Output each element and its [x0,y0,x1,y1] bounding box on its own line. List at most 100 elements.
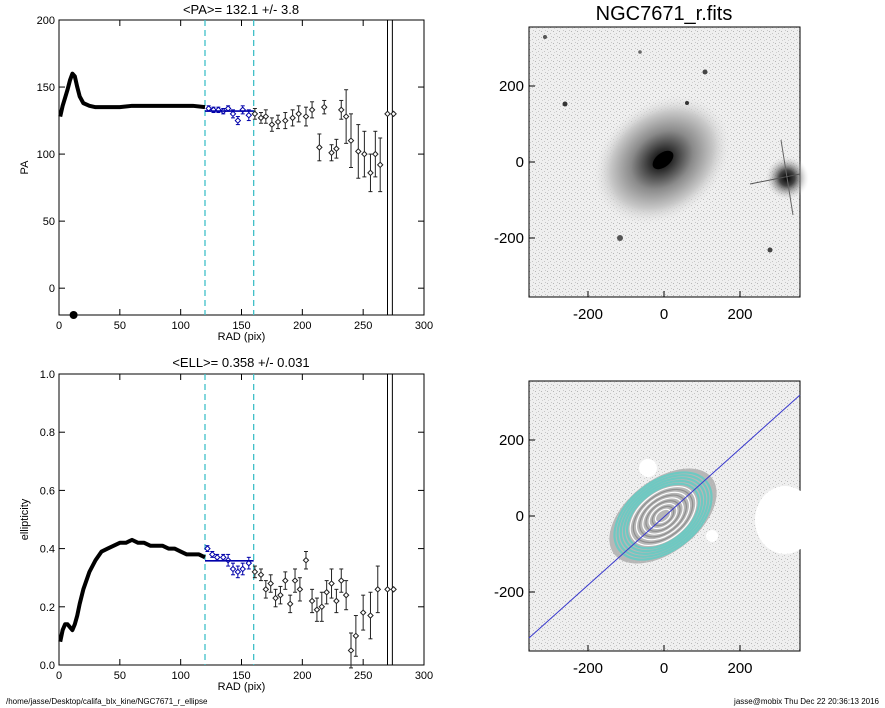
data-point [354,148,362,155]
data-point [342,113,350,120]
data-point [372,150,379,158]
footer-path: /home/jasse/Desktop/califa_blx_kine/NGC7… [6,697,208,706]
isophote-ellipse [654,508,672,524]
data-point [313,606,321,614]
data-point [289,114,296,122]
data-point [229,565,237,573]
x-tick-label: 50 [114,670,126,682]
x-tick-label: 100 [171,670,189,682]
pa-chart: 0 50 100 150 200 250 300 0 50 100 150 200 RAD (pix) P… [19,15,433,343]
image-y-tick-label: -200 [494,230,524,247]
image-y-tick-label: 200 [499,78,524,95]
field-star [767,247,773,253]
y-tick-label: 150 [37,82,55,94]
isophote-ellipse [619,477,707,555]
image-axis-ticks: -200 -200 0 0 200 200 -200 -200 0 0 200 200 [494,78,753,677]
data-point [262,113,270,120]
mask-hole [706,530,718,542]
data-point [318,603,326,611]
image-y-tick-label: 200 [499,432,524,449]
y-tick-label: 100 [37,149,55,161]
image-y-tick-label: -200 [494,584,524,601]
x-axis-label: RAD (pix) [218,681,266,693]
data-point [213,554,221,561]
x-tick-label: 150 [232,670,250,682]
data-point [291,577,299,584]
x-tick-label: 200 [293,320,311,332]
isophote-ellipse [635,491,691,541]
y-tick-label: 0.2 [40,602,55,614]
data-point [328,149,335,157]
isophote-ellipse [622,479,704,553]
image-title: NGC7671_r.fits [596,3,733,25]
x-tick-label: 300 [415,670,433,682]
x-tick-label: 100 [171,320,189,332]
data-point [361,150,368,158]
data-point [267,580,275,587]
data-point [374,586,382,593]
data-point [308,597,316,605]
footer-user-timestamp: jasse@mobix Thu Dec 22 20:36:13 2016 [734,697,879,706]
pa-chart-title: <PA>= 132.1 +/- 3.8 [183,2,299,17]
data-point [296,586,304,593]
data-point [316,144,323,151]
data-point [308,106,316,114]
data-point [204,545,211,552]
star-spike [749,173,801,185]
y-tick-label: 0.8 [40,427,55,439]
y-tick-label: 1.0 [40,369,55,381]
isophote-ellipse [651,505,675,527]
field-star [543,35,547,39]
profile-curve [58,71,206,117]
data-point [286,600,294,608]
mask-hole [639,459,657,477]
y-tick-label: 50 [43,216,55,228]
y-tick-label: 0.4 [40,544,55,556]
image-x-tick-label: 0 [660,306,668,323]
data-point [347,137,355,144]
data-point [239,565,247,573]
field-star [702,69,708,75]
data-point [272,594,279,602]
data-point [262,586,270,593]
data-point [384,110,391,118]
data-point [245,111,253,119]
profile-curve [58,537,206,643]
isophote-ellipses [613,471,713,561]
data-point [347,647,355,654]
data-point [234,568,242,576]
y-axis-label: PA [19,160,31,175]
data-point [333,597,340,605]
image-x-tick-label: 0 [660,660,668,677]
x-tick-label: 150 [232,320,250,332]
data-point [352,632,360,640]
data-point [384,586,391,593]
image-x-tick-label: -200 [573,306,603,323]
y-axis-label: ellipticity [19,498,31,540]
data-point [277,591,284,599]
x-axis-label: RAD (pix) [218,331,266,343]
image-y-tick-label: 0 [516,508,524,525]
data-point [257,114,265,122]
ellipticity-chart: 0 50 100 150 200 250 300 0.0 0.2 0.4 0.6 0.8 1.0 RAD … [19,369,433,693]
data-point [323,588,330,596]
outlier-point [69,311,78,319]
mask-hole [755,486,815,554]
star-spike [780,139,794,216]
x-tick-label: 50 [114,320,126,332]
data-point [390,586,397,593]
data-point [359,609,367,616]
field-star [638,50,642,54]
data-point [333,145,340,153]
data-point [337,577,345,584]
y-tick-label: 200 [37,15,55,27]
data-point [234,117,242,124]
data-point [367,169,374,177]
y-tick-label: 0.0 [40,660,55,672]
data-point [208,551,216,558]
image-x-tick-label: 200 [727,306,752,323]
y-tick-label: 0 [49,283,55,295]
x-tick-label: 300 [415,320,433,332]
data-point [302,113,310,120]
